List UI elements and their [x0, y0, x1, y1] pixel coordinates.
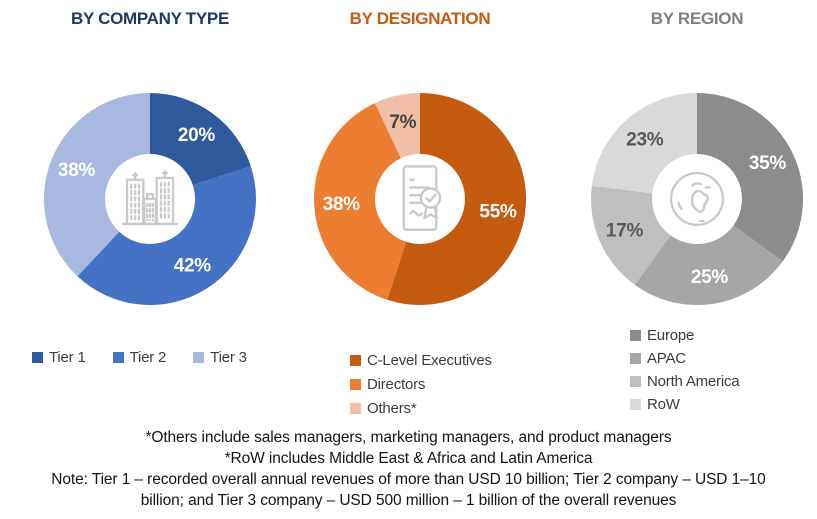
legend-label: Europe [647, 327, 695, 344]
donut-chart: 20% 42% 38% [44, 93, 256, 305]
chart-title: BY REGION [650, 9, 744, 28]
chart-title: BY DESIGNATION [349, 9, 491, 28]
legend-swatch [112, 352, 124, 363]
donut-segment-north-america [591, 185, 671, 285]
segment-value-label: 38% [58, 159, 96, 180]
legend-swatch [350, 378, 361, 390]
legend-item-others: Others* [350, 396, 492, 420]
donut-segment-apac [634, 225, 783, 306]
footnote-row: *RoW includes Middle East & Africa and L… [224, 450, 593, 467]
legend-label: APAC [647, 350, 686, 367]
chart-center-icon [104, 153, 196, 245]
legend-item-tier-3: Tier 3 [193, 349, 247, 366]
legend-item-tier-1: Tier 1 [32, 349, 86, 366]
legend-item-c-level-executives: C-Level Executives [350, 348, 492, 372]
segment-value-label: 20% [178, 125, 216, 146]
legend-label: North America [647, 373, 740, 390]
certificate-icon [402, 165, 442, 231]
donut-segment-others [374, 93, 420, 159]
donut-segment-tier-2 [77, 166, 256, 305]
legend-item-tier-2: Tier 2 [112, 349, 167, 366]
segment-value-label: 7% [389, 111, 416, 132]
legend-item-north-america: North America [630, 370, 740, 393]
legend-label: Others* [367, 399, 417, 417]
segment-value-label: 25% [691, 267, 729, 288]
legend-swatch [193, 352, 205, 363]
legend-swatch [630, 353, 641, 364]
legend-swatch [32, 352, 43, 363]
chart-legend: Europe APAC North America RoW [630, 324, 740, 416]
legend-label: Tier 1 [49, 349, 86, 366]
legend-swatch [630, 376, 641, 387]
donut-chart: 55% 38% 7% [314, 93, 527, 305]
segment-value-label: 42% [174, 255, 212, 276]
legend-item-directors: Directors [350, 372, 492, 396]
legend-label: Directors [367, 375, 426, 393]
legend-swatch [350, 354, 361, 366]
legend-label: Tier 3 [210, 349, 247, 366]
donut-segment-europe [697, 93, 804, 262]
legend-item-europe: Europe [630, 324, 739, 347]
legend-item-apac: APAC [630, 347, 739, 370]
legend-label: C-Level Executives [367, 351, 492, 369]
footnotes: *Others include sales managers, marketin… [0, 427, 817, 511]
segment-value-label: 17% [606, 220, 644, 241]
chart-legend: C-Level Executives Directors Others* [350, 348, 492, 420]
segment-value-label: 55% [479, 201, 517, 222]
legend-swatch [630, 399, 641, 410]
legend-item-row: RoW [630, 393, 739, 416]
segment-value-label: 35% [749, 153, 787, 174]
donut-segment-tier-1 [150, 93, 251, 186]
segment-value-label: 23% [626, 129, 664, 150]
footnote-others: *Others include sales managers, marketin… [145, 429, 672, 446]
donut-segment-directors [314, 103, 407, 300]
donut-chart: 35% 25% 17% 23% [591, 93, 804, 306]
buildings-icon [122, 170, 178, 226]
chart-center-icon [651, 153, 743, 245]
legend-label: Tier 2 [129, 349, 167, 366]
donut-segment-c-level-executives [387, 93, 527, 305]
donut-segment-tier-3 [44, 93, 150, 277]
chart-center-icon [374, 153, 466, 245]
chart-by-company-type: BY COMPANY TYPE 20% 42% 38% Tier 1 Tier 2 Ti… [25, 0, 275, 519]
globe-icon [669, 171, 725, 227]
segment-value-label: 38% [323, 194, 361, 215]
chart-by-designation: BY DESIGNATION 55% 38% 7% C-Level Executiv… [295, 0, 545, 519]
chart-legend: Tier 1 Tier 2 Tier 3 [32, 349, 247, 366]
legend-swatch [350, 402, 361, 414]
footnote-tiers: Note: Tier 1 – recorded overall annual r… [51, 471, 766, 509]
legend-swatch [630, 330, 641, 341]
chart-title: BY COMPANY TYPE [71, 9, 229, 28]
donut-segment-row [591, 93, 697, 194]
legend-label: RoW [647, 396, 680, 413]
chart-by-region: BY REGION 35% 25% 17% 23% Europe APAC North A… [572, 0, 817, 519]
